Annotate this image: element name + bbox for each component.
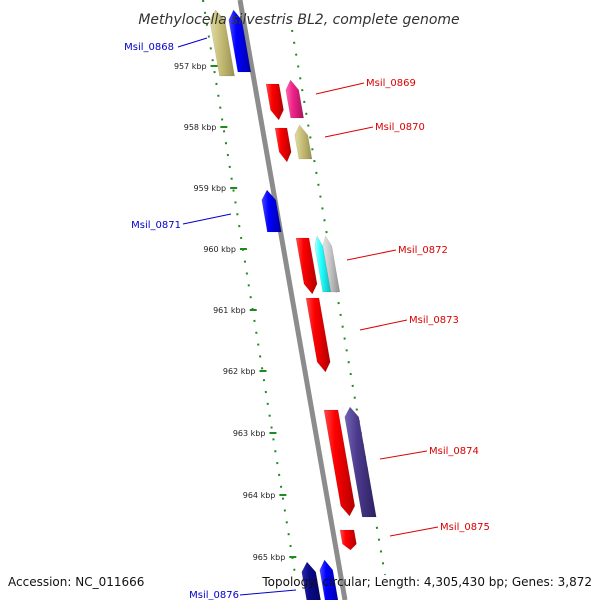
gene-msil-0875[interactable]	[339, 529, 357, 551]
tick-guides	[202, 0, 386, 581]
label-leaders	[177, 37, 439, 596]
gene-msil-0868[interactable]	[228, 9, 252, 73]
gene-msil-0873[interactable]	[305, 297, 331, 373]
kbp-tick-label: 963 kbp	[233, 429, 266, 438]
gene-msil-0868-khaki[interactable]	[209, 9, 235, 77]
gene-label-msil-0872[interactable]: Msil_0872	[398, 245, 448, 256]
gene-label-msil-0874[interactable]: Msil_0874	[429, 446, 479, 457]
leader-msil-0876	[239, 589, 297, 596]
leader-msil-0874	[379, 450, 428, 460]
gene-msil-0874-left[interactable]	[323, 409, 356, 517]
gene-msil-0872-left[interactable]	[295, 237, 318, 295]
leader-msil-0871	[182, 213, 232, 225]
genome-backbone	[237, 0, 348, 600]
gene-msil-0870-left[interactable]	[274, 127, 292, 163]
leader-msil-0869	[315, 82, 365, 95]
gene-msil-0870[interactable]	[294, 124, 313, 160]
kbp-tick-label: 961 kbp	[213, 306, 246, 315]
gene-msil-0872-cyan[interactable]	[314, 235, 332, 293]
kbp-tick-label: 958 kbp	[184, 123, 217, 132]
gene-label-msil-0870[interactable]: Msil_0870	[375, 122, 425, 133]
kbp-tick-label: 957 kbp	[174, 62, 207, 71]
gene-msil-0876[interactable]	[319, 559, 339, 600]
gene-label-msil-0873[interactable]: Msil_0873	[409, 315, 459, 326]
leader-msil-0873	[359, 319, 408, 331]
kbp-tick-label: 960 kbp	[203, 245, 236, 254]
kbp-tick-label: 962 kbp	[223, 367, 256, 376]
leader-msil-0872	[346, 249, 397, 261]
left-tick-guide	[202, 0, 297, 581]
gene-label-msil-0871[interactable]: Msil_0871	[131, 220, 181, 231]
gene-label-msil-0875[interactable]: Msil_0875	[440, 522, 490, 533]
gene-label-msil-0868[interactable]: Msil_0868	[124, 42, 174, 53]
gene-msil-0872[interactable]	[322, 235, 341, 293]
kbp-tick-label: 964 kbp	[243, 491, 276, 500]
right-tick-guide	[291, 29, 386, 576]
leader-msil-0870	[324, 126, 374, 138]
gene-label-msil-0876[interactable]: Msil_0876	[189, 590, 239, 600]
topology-text: Topology: circular; Length: 4,305,430 bp…	[261, 575, 592, 589]
gene-msil-0876-navy[interactable]	[301, 561, 321, 600]
leader-msil-0868	[177, 37, 208, 48]
accession-text: Accession: NC_011666	[8, 575, 144, 589]
gene-msil-0869-left[interactable]	[265, 83, 284, 121]
gene-msil-0871[interactable]	[261, 189, 282, 233]
kbp-scale: 957 kbp 958 kbp 959 kbp 960 kbp 961 kbp 962 k…	[174, 62, 297, 562]
kbp-tick-label: 959 kbp	[194, 184, 227, 193]
genome-title: Methylocella silvestris BL2, complete ge…	[138, 12, 459, 28]
gene-track	[209, 9, 377, 600]
leader-msil-0875	[389, 526, 439, 537]
gene-msil-0874[interactable]	[344, 406, 377, 518]
gene-msil-0869[interactable]	[285, 79, 304, 119]
gene-label-msil-0869[interactable]: Msil_0869	[366, 78, 416, 89]
kbp-tick-label: 965 kbp	[253, 553, 286, 562]
